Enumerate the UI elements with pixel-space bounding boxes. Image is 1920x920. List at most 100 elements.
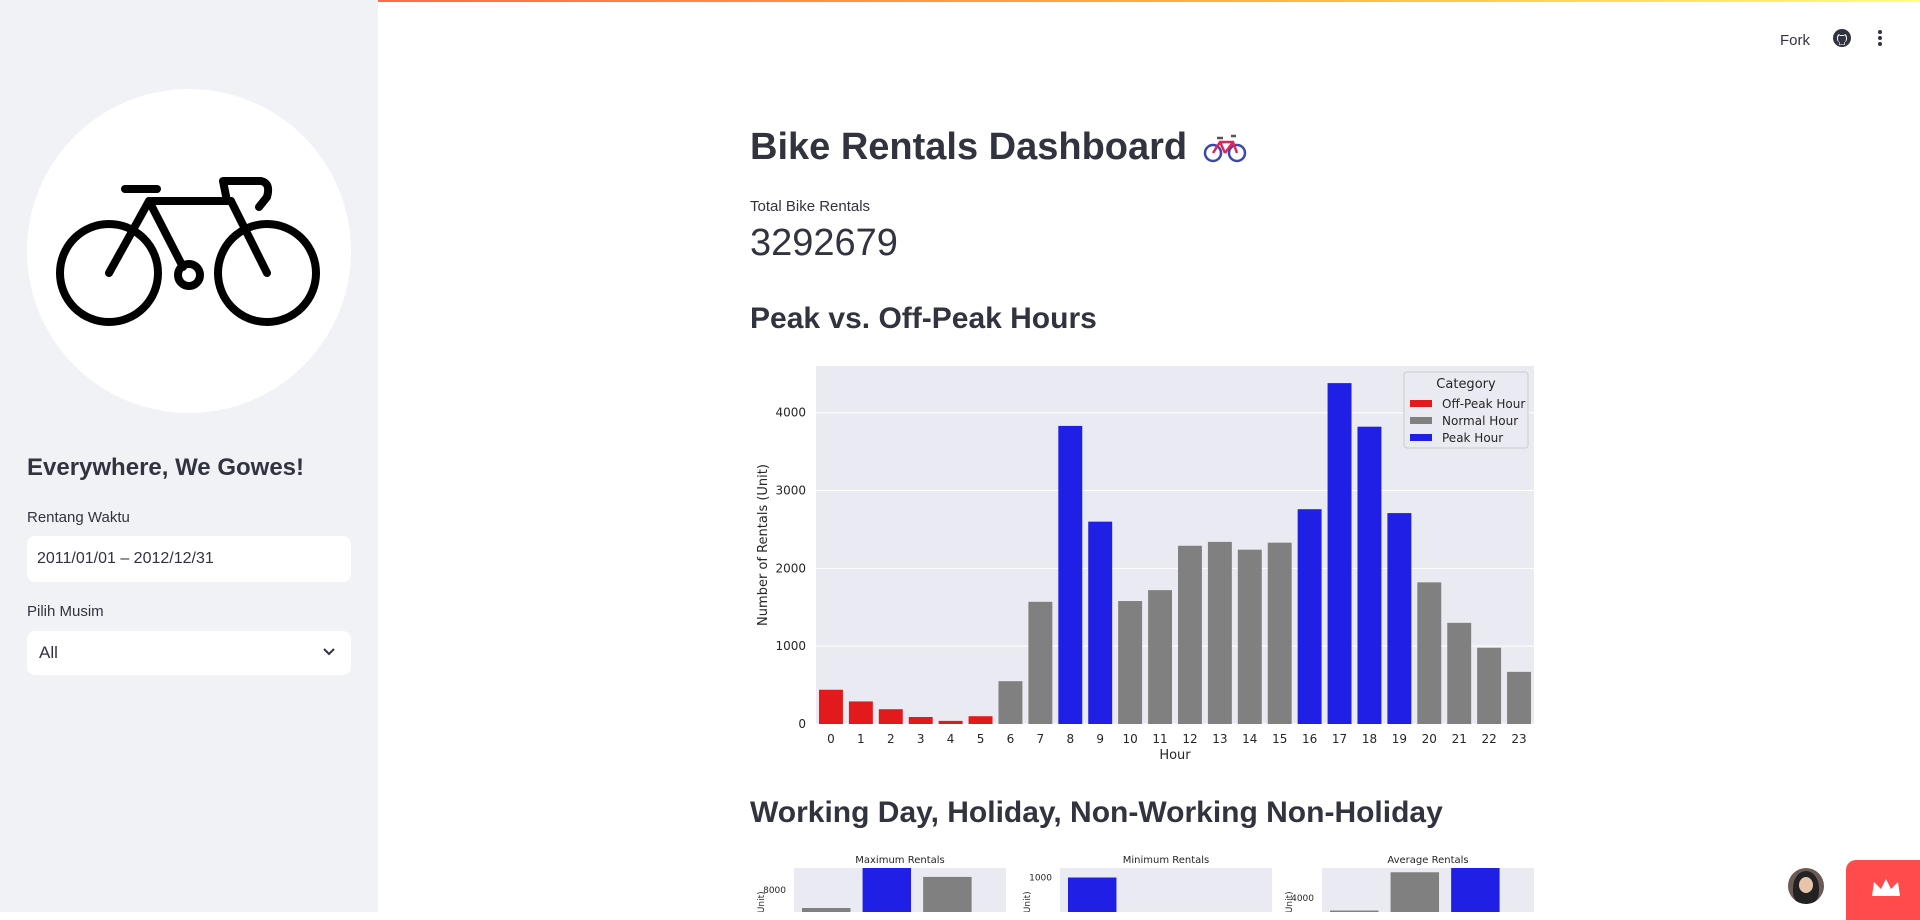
bar-hour-2 — [879, 709, 903, 724]
date-range-input[interactable]: 2011/01/01 – 2012/12/31 — [27, 536, 351, 582]
legend-label: Peak Hour — [1442, 431, 1503, 445]
bar-hour-1 — [849, 701, 873, 724]
page-title-text: Bike Rentals Dashboard — [750, 126, 1187, 169]
sidebar-title: Everywhere, We Gowes! — [27, 454, 304, 482]
bar-hour-7 — [1028, 602, 1052, 724]
bar-hour-16 — [1298, 509, 1322, 724]
bar-hour-17 — [1328, 383, 1352, 724]
mini-y-axis-label: (Unit) — [1023, 891, 1033, 912]
y-tick-label: 4000 — [775, 406, 806, 420]
x-tick-label: 19 — [1392, 732, 1407, 746]
x-tick-label: 1 — [857, 732, 865, 746]
bar-hour-18 — [1357, 427, 1381, 724]
x-tick-label: 2 — [887, 732, 895, 746]
mini-bar — [1451, 868, 1499, 912]
y-tick-label: 0 — [798, 717, 806, 731]
bar-hour-14 — [1238, 550, 1262, 724]
x-tick-label: 20 — [1422, 732, 1437, 746]
legend-swatch — [1410, 417, 1432, 424]
chevron-down-icon — [321, 643, 337, 664]
x-tick-label: 4 — [947, 732, 955, 746]
bicycle-emoji-icon — [1203, 131, 1247, 165]
streamlit-badge-button[interactable] — [1846, 860, 1920, 920]
x-tick-label: 7 — [1037, 732, 1045, 746]
x-tick-label: 3 — [917, 732, 925, 746]
x-tick-label: 5 — [977, 732, 985, 746]
date-range-label: Rentang Waktu — [27, 509, 130, 526]
bar-hour-22 — [1477, 648, 1501, 724]
legend-swatch — [1410, 434, 1432, 441]
legend-label: Off-Peak Hour — [1442, 397, 1525, 411]
x-tick-label: 11 — [1152, 732, 1167, 746]
x-tick-label: 8 — [1066, 732, 1074, 746]
header-toolbar: Fork — [1780, 28, 1890, 53]
bar-hour-21 — [1447, 623, 1471, 724]
bar-hour-23 — [1507, 672, 1531, 724]
metric-value: 3292679 — [750, 222, 898, 265]
x-tick-label: 12 — [1182, 732, 1197, 746]
mini-bar — [923, 877, 971, 912]
x-tick-label: 18 — [1362, 732, 1377, 746]
x-tick-label: 13 — [1212, 732, 1227, 746]
bar-hour-9 — [1088, 522, 1112, 724]
bar-hour-4 — [939, 721, 963, 724]
fork-button[interactable]: Fork — [1780, 32, 1810, 49]
x-tick-label: 21 — [1452, 732, 1467, 746]
bar-hour-10 — [1118, 601, 1142, 724]
bar-hour-6 — [998, 681, 1022, 724]
x-tick-label: 23 — [1511, 732, 1526, 746]
x-tick-label: 9 — [1096, 732, 1104, 746]
mini-y-tick-label: 4000 — [1291, 894, 1314, 904]
bar-hour-15 — [1268, 543, 1292, 724]
bar-hour-0 — [819, 690, 843, 724]
mini-y-tick-label: 1000 — [1029, 874, 1052, 884]
bar-hour-19 — [1387, 513, 1411, 724]
metric-label: Total Bike Rentals — [750, 198, 870, 215]
x-tick-label: 17 — [1332, 732, 1347, 746]
bar-hour-5 — [969, 716, 993, 724]
season-select-value: All — [39, 643, 58, 662]
season-label: Pilih Musim — [27, 603, 104, 620]
bar-hour-11 — [1148, 590, 1172, 724]
x-tick-label: 16 — [1302, 732, 1317, 746]
y-tick-label: 3000 — [775, 484, 806, 498]
legend-label: Normal Hour — [1442, 414, 1518, 428]
mini-y-tick-label: 8000 — [763, 886, 786, 896]
avatar[interactable] — [1788, 868, 1824, 904]
x-tick-label: 15 — [1272, 732, 1287, 746]
x-tick-label: 0 — [827, 732, 835, 746]
crown-icon — [1870, 876, 1902, 902]
x-axis-label: Hour — [1159, 748, 1191, 763]
bar-hour-12 — [1178, 546, 1202, 724]
y-tick-label: 2000 — [775, 561, 806, 575]
bar-hour-13 — [1208, 542, 1232, 724]
logo — [27, 89, 351, 413]
mini-bar — [802, 908, 850, 912]
y-axis-label: Number of Rentals (Unit) — [756, 464, 771, 626]
sidebar: Everywhere, We Gowes! Rentang Waktu 2011… — [0, 0, 378, 912]
bicycle-icon — [27, 89, 351, 413]
mini-chart-title: Average Rentals — [1387, 855, 1468, 866]
mini-bar — [1068, 878, 1116, 912]
mini-bar — [863, 868, 911, 912]
x-tick-label: 6 — [1007, 732, 1015, 746]
page-title: Bike Rentals Dashboard — [750, 126, 1247, 169]
section-heading-peak: Peak vs. Off-Peak Hours — [750, 302, 1097, 336]
y-tick-label: 1000 — [775, 639, 806, 653]
season-select[interactable]: All — [27, 631, 351, 675]
github-icon[interactable] — [1832, 28, 1852, 53]
x-tick-label: 14 — [1242, 732, 1257, 746]
x-tick-label: 10 — [1122, 732, 1137, 746]
mini-bar — [1391, 872, 1439, 912]
more-vertical-icon[interactable] — [1870, 28, 1890, 53]
x-tick-label: 22 — [1481, 732, 1496, 746]
mini-chart-title: Maximum Rentals — [855, 855, 944, 866]
bar-hour-3 — [909, 717, 933, 724]
section-heading-daytype: Working Day, Holiday, Non-Working Non-Ho… — [750, 796, 1443, 830]
legend-title: Category — [1436, 377, 1496, 392]
legend-swatch — [1410, 400, 1432, 407]
